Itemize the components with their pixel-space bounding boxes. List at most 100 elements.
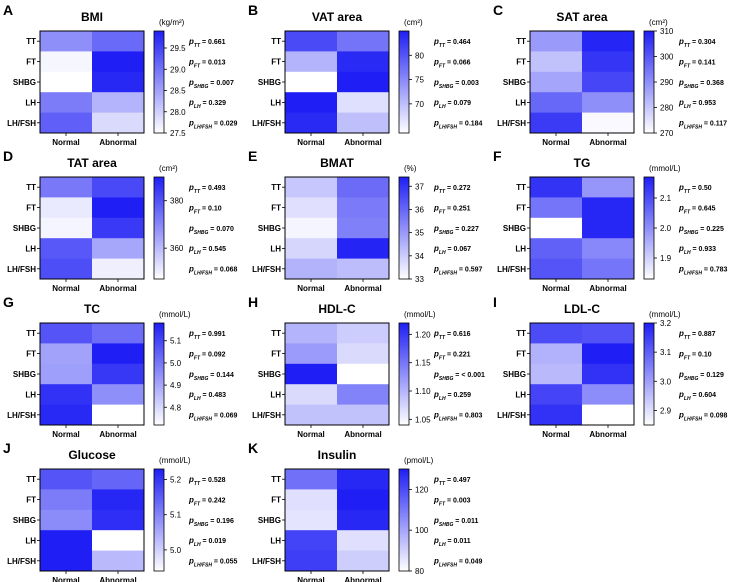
heatmap-cell xyxy=(582,238,635,260)
p-value: pFT = 0.013 xyxy=(188,57,226,69)
heatmap-cell xyxy=(285,51,338,73)
row-label: LH/FSH xyxy=(497,119,526,128)
p-value: pLH = 0.953 xyxy=(678,98,716,110)
heatmap-cell xyxy=(92,550,145,572)
colorbar-tick-label: 1.20 xyxy=(415,330,431,339)
heatmap-cell xyxy=(337,384,390,406)
colorbar-tick-label: 4.8 xyxy=(170,403,182,412)
row-label: FT xyxy=(26,204,36,213)
colorbar xyxy=(398,30,410,134)
p-value: pLH/FSH = 0.029 xyxy=(188,119,238,131)
heatmap-cell xyxy=(582,71,635,93)
heatmap-cell xyxy=(40,363,93,385)
column-label: Abnormal xyxy=(589,430,626,439)
heatmap-cell xyxy=(92,343,145,365)
p-value: pTT = 0.50 xyxy=(678,183,712,195)
colorbar-unit: (cm²) xyxy=(404,18,423,27)
panel-letter: F xyxy=(493,148,502,164)
row-label: TT xyxy=(26,329,36,338)
panel-letter: E xyxy=(248,148,257,164)
p-value: pSHBG = 0.368 xyxy=(678,78,724,90)
p-value: pLH/FSH = 0.803 xyxy=(433,411,483,423)
p-value: pLH = 0.079 xyxy=(433,98,471,110)
p-value: pLH = 0.545 xyxy=(188,244,226,256)
row-label: FT xyxy=(271,204,281,213)
heatmap-cell xyxy=(337,71,390,93)
heatmap-cell xyxy=(40,343,93,365)
heatmap-cell xyxy=(582,217,635,239)
p-value: pFT = 0.10 xyxy=(188,203,222,215)
heatmap-cell xyxy=(285,197,338,219)
p-value: pLH/FSH = 0.049 xyxy=(433,557,483,569)
heatmap-cell xyxy=(530,197,583,219)
colorbar-unit: (cm²) xyxy=(649,18,668,27)
p-value: pLH = 0.604 xyxy=(678,390,716,402)
colorbar-tick-label: 33 xyxy=(415,275,424,284)
heatmap-cell xyxy=(337,197,390,219)
panel-title: Glucose xyxy=(68,448,116,462)
p-value: pFT = 0.242 xyxy=(188,495,226,507)
p-value: pTT = 0.493 xyxy=(188,183,226,195)
panel-h: H HDL-C TT FT SHBG LH LH/FSH Normal Abnormal 1.20… xyxy=(248,294,485,439)
panel-a: A BMI TT FT SHBG LH LH/FSH Normal Abnormal 29.5 29… xyxy=(3,2,238,147)
heatmap-cell xyxy=(337,469,390,490)
panel-title: TAT area xyxy=(67,156,117,170)
heatmap-cell xyxy=(40,258,93,280)
heatmap-cell xyxy=(92,489,145,511)
heatmap-cell xyxy=(582,343,635,365)
p-value: pTT = 0.272 xyxy=(433,183,471,195)
heatmap-frame xyxy=(39,322,145,426)
p-value: pSHBG = 0.007 xyxy=(188,78,234,90)
heatmap-cell xyxy=(92,258,145,280)
heatmap-frame xyxy=(284,176,390,280)
row-label: LH/FSH xyxy=(497,265,526,274)
column-label: Abnormal xyxy=(99,138,136,147)
panel-letter: A xyxy=(3,2,13,18)
heatmap-cell xyxy=(530,238,583,260)
p-value: pLH = 0.329 xyxy=(188,98,226,110)
p-value: pLH/FSH = 0.783 xyxy=(678,265,728,277)
heatmap-cell xyxy=(92,197,145,219)
colorbar-tick-label: 36 xyxy=(415,205,424,214)
heatmap-cell xyxy=(285,177,338,198)
p-value: pTT = 0.887 xyxy=(678,329,716,341)
heatmap-cell xyxy=(92,71,145,93)
row-label: FT xyxy=(516,350,526,359)
row-label: LH xyxy=(515,244,526,253)
heatmap-frame xyxy=(529,176,635,280)
p-value: pLH/FSH = 0.068 xyxy=(188,265,238,277)
row-label: FT xyxy=(516,204,526,213)
heatmap-cell xyxy=(530,31,583,52)
heatmap-cell xyxy=(285,217,338,239)
column-label: Abnormal xyxy=(99,430,136,439)
heatmap-cell xyxy=(337,112,390,134)
row-label: LH xyxy=(515,390,526,399)
row-label: TT xyxy=(26,183,36,192)
heatmap-cell xyxy=(337,343,390,365)
colorbar-tick-label: 280 xyxy=(660,104,674,113)
colorbar-tick-label: 29.5 xyxy=(170,44,186,53)
column-label: Abnormal xyxy=(344,138,381,147)
row-label: FT xyxy=(271,496,281,505)
p-value: pLH = 0.019 xyxy=(188,536,226,548)
colorbar-tick-label: 290 xyxy=(660,78,674,87)
row-label: LH xyxy=(515,98,526,107)
heatmap-cell xyxy=(285,384,338,406)
column-label: Abnormal xyxy=(589,284,626,293)
heatmap-cell xyxy=(337,238,390,260)
panel-letter: B xyxy=(248,2,258,18)
colorbar-tick-label: 5.1 xyxy=(170,337,182,346)
heatmap-cell xyxy=(40,530,93,552)
heatmap-cell xyxy=(92,363,145,385)
colorbar xyxy=(153,322,165,426)
row-label: LH xyxy=(25,536,36,545)
row-label: LH xyxy=(270,244,281,253)
colorbar-unit: (cm²) xyxy=(159,164,178,173)
colorbar xyxy=(153,468,165,572)
p-value: pFT = 0.221 xyxy=(433,349,471,361)
heatmap-cell xyxy=(285,509,338,531)
row-label: TT xyxy=(516,37,526,46)
heatmap-cell xyxy=(582,92,635,114)
heatmap-cell xyxy=(582,404,635,426)
heatmap-cell xyxy=(530,323,583,344)
